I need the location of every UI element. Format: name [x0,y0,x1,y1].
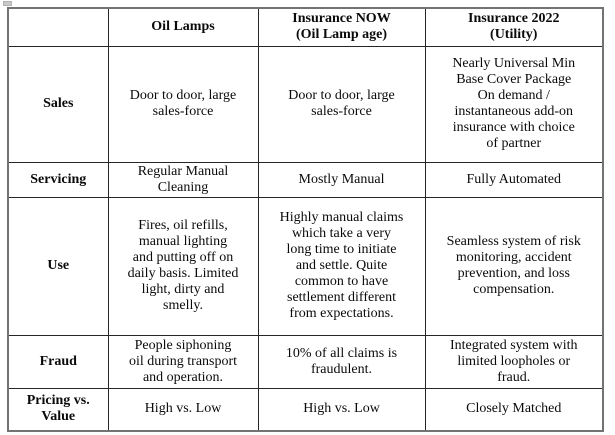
row-fraud: Fraud People siphoning oil during transp… [7,334,604,389]
row-label-pricing-vs-value: Pricing vs. Value [7,387,109,432]
row-label-fraud: Fraud [7,334,109,389]
row-pricing-vs-value: Pricing vs. Value High vs. Low High vs. … [7,387,604,432]
cell-fraud-oil-lamps: People siphoning oil during transport an… [107,334,259,389]
cell-pricing-insurance-2022: Closely Matched [424,387,604,432]
col-header-insurance-2022: Insurance 2022 (Utility) [424,7,604,47]
row-label-servicing: Servicing [7,161,109,198]
col-header-insurance-now: Insurance NOW (Oil Lamp age) [257,7,426,47]
cell-fraud-insurance-2022: Integrated system with limited loopholes… [424,334,604,389]
row-sales: Sales Door to door, large sales-force Do… [7,45,604,163]
cell-fraud-insurance-now: 10% of all claims is fraudulent. [257,334,426,389]
row-use: Use Fires, oil refills, manual lighting … [7,196,604,336]
cell-use-oil-lamps: Fires, oil refills, manual lighting and … [107,196,259,336]
cell-use-insurance-2022: Seamless system of risk monitoring, acci… [424,196,604,336]
cell-sales-insurance-now: Door to door, large sales-force [257,45,426,163]
comparison-table: Oil Lamps Insurance NOW (Oil Lamp age) I… [7,7,604,432]
cell-sales-oil-lamps: Door to door, large sales-force [107,45,259,163]
cell-pricing-oil-lamps: High vs. Low [107,387,259,432]
col-header-oil-lamps: Oil Lamps [107,7,259,47]
cell-servicing-insurance-now: Mostly Manual [257,161,426,198]
corner-cell [7,7,109,47]
row-servicing: Servicing Regular Manual Cleaning Mostly… [7,161,604,198]
cell-servicing-oil-lamps: Regular Manual Cleaning [107,161,259,198]
cell-servicing-insurance-2022: Fully Automated [424,161,604,198]
header-row: Oil Lamps Insurance NOW (Oil Lamp age) I… [7,7,604,47]
row-label-sales: Sales [7,45,109,163]
row-label-use: Use [7,196,109,336]
cell-pricing-insurance-now: High vs. Low [257,387,426,432]
cell-use-insurance-now: Highly manual claims which take a very l… [257,196,426,336]
cell-sales-insurance-2022: Nearly Universal Min Base Cover Package … [424,45,604,163]
selection-handle-artifact [3,1,12,6]
